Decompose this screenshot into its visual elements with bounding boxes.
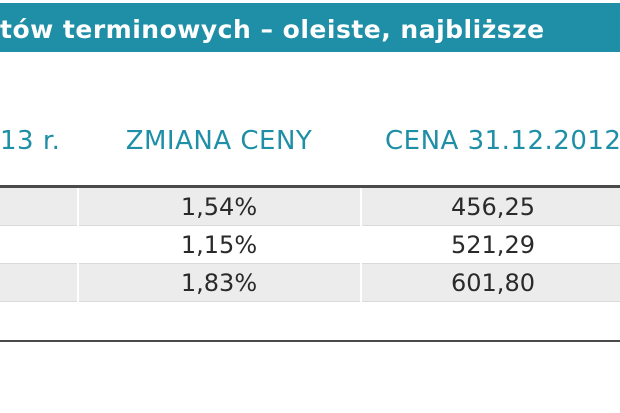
column-divider (77, 188, 79, 302)
table-header-row: 13 r. ZMIANA CENY CENA 31.12.2012 r. (0, 96, 620, 186)
column-header-price-change: ZMIANA CENY (125, 126, 313, 156)
table-title-bar: tów terminowych – oleiste, najbliższe (0, 0, 620, 52)
table-row: 1,54% 456,25 (0, 188, 620, 226)
column-header-date-partial: 13 r. (0, 126, 61, 156)
table-title: tów terminowych – oleiste, najbliższe (0, 15, 545, 44)
table-row: 1,15% 521,29 (0, 226, 620, 264)
column-header-price-date: CENA 31.12.2012 r. (385, 126, 620, 156)
price-change-cell: 1,83% (180, 269, 258, 297)
table-bottom-rule (0, 340, 620, 342)
price-cell: 601,80 (451, 269, 535, 297)
price-cell: 521,29 (451, 231, 535, 259)
price-change-cell: 1,54% (180, 193, 258, 221)
price-cell: 456,25 (451, 193, 535, 221)
table-row: 1,83% 601,80 (0, 264, 620, 302)
price-change-cell: 1,15% (180, 231, 258, 259)
column-divider (360, 188, 362, 302)
header-divider (0, 185, 620, 188)
